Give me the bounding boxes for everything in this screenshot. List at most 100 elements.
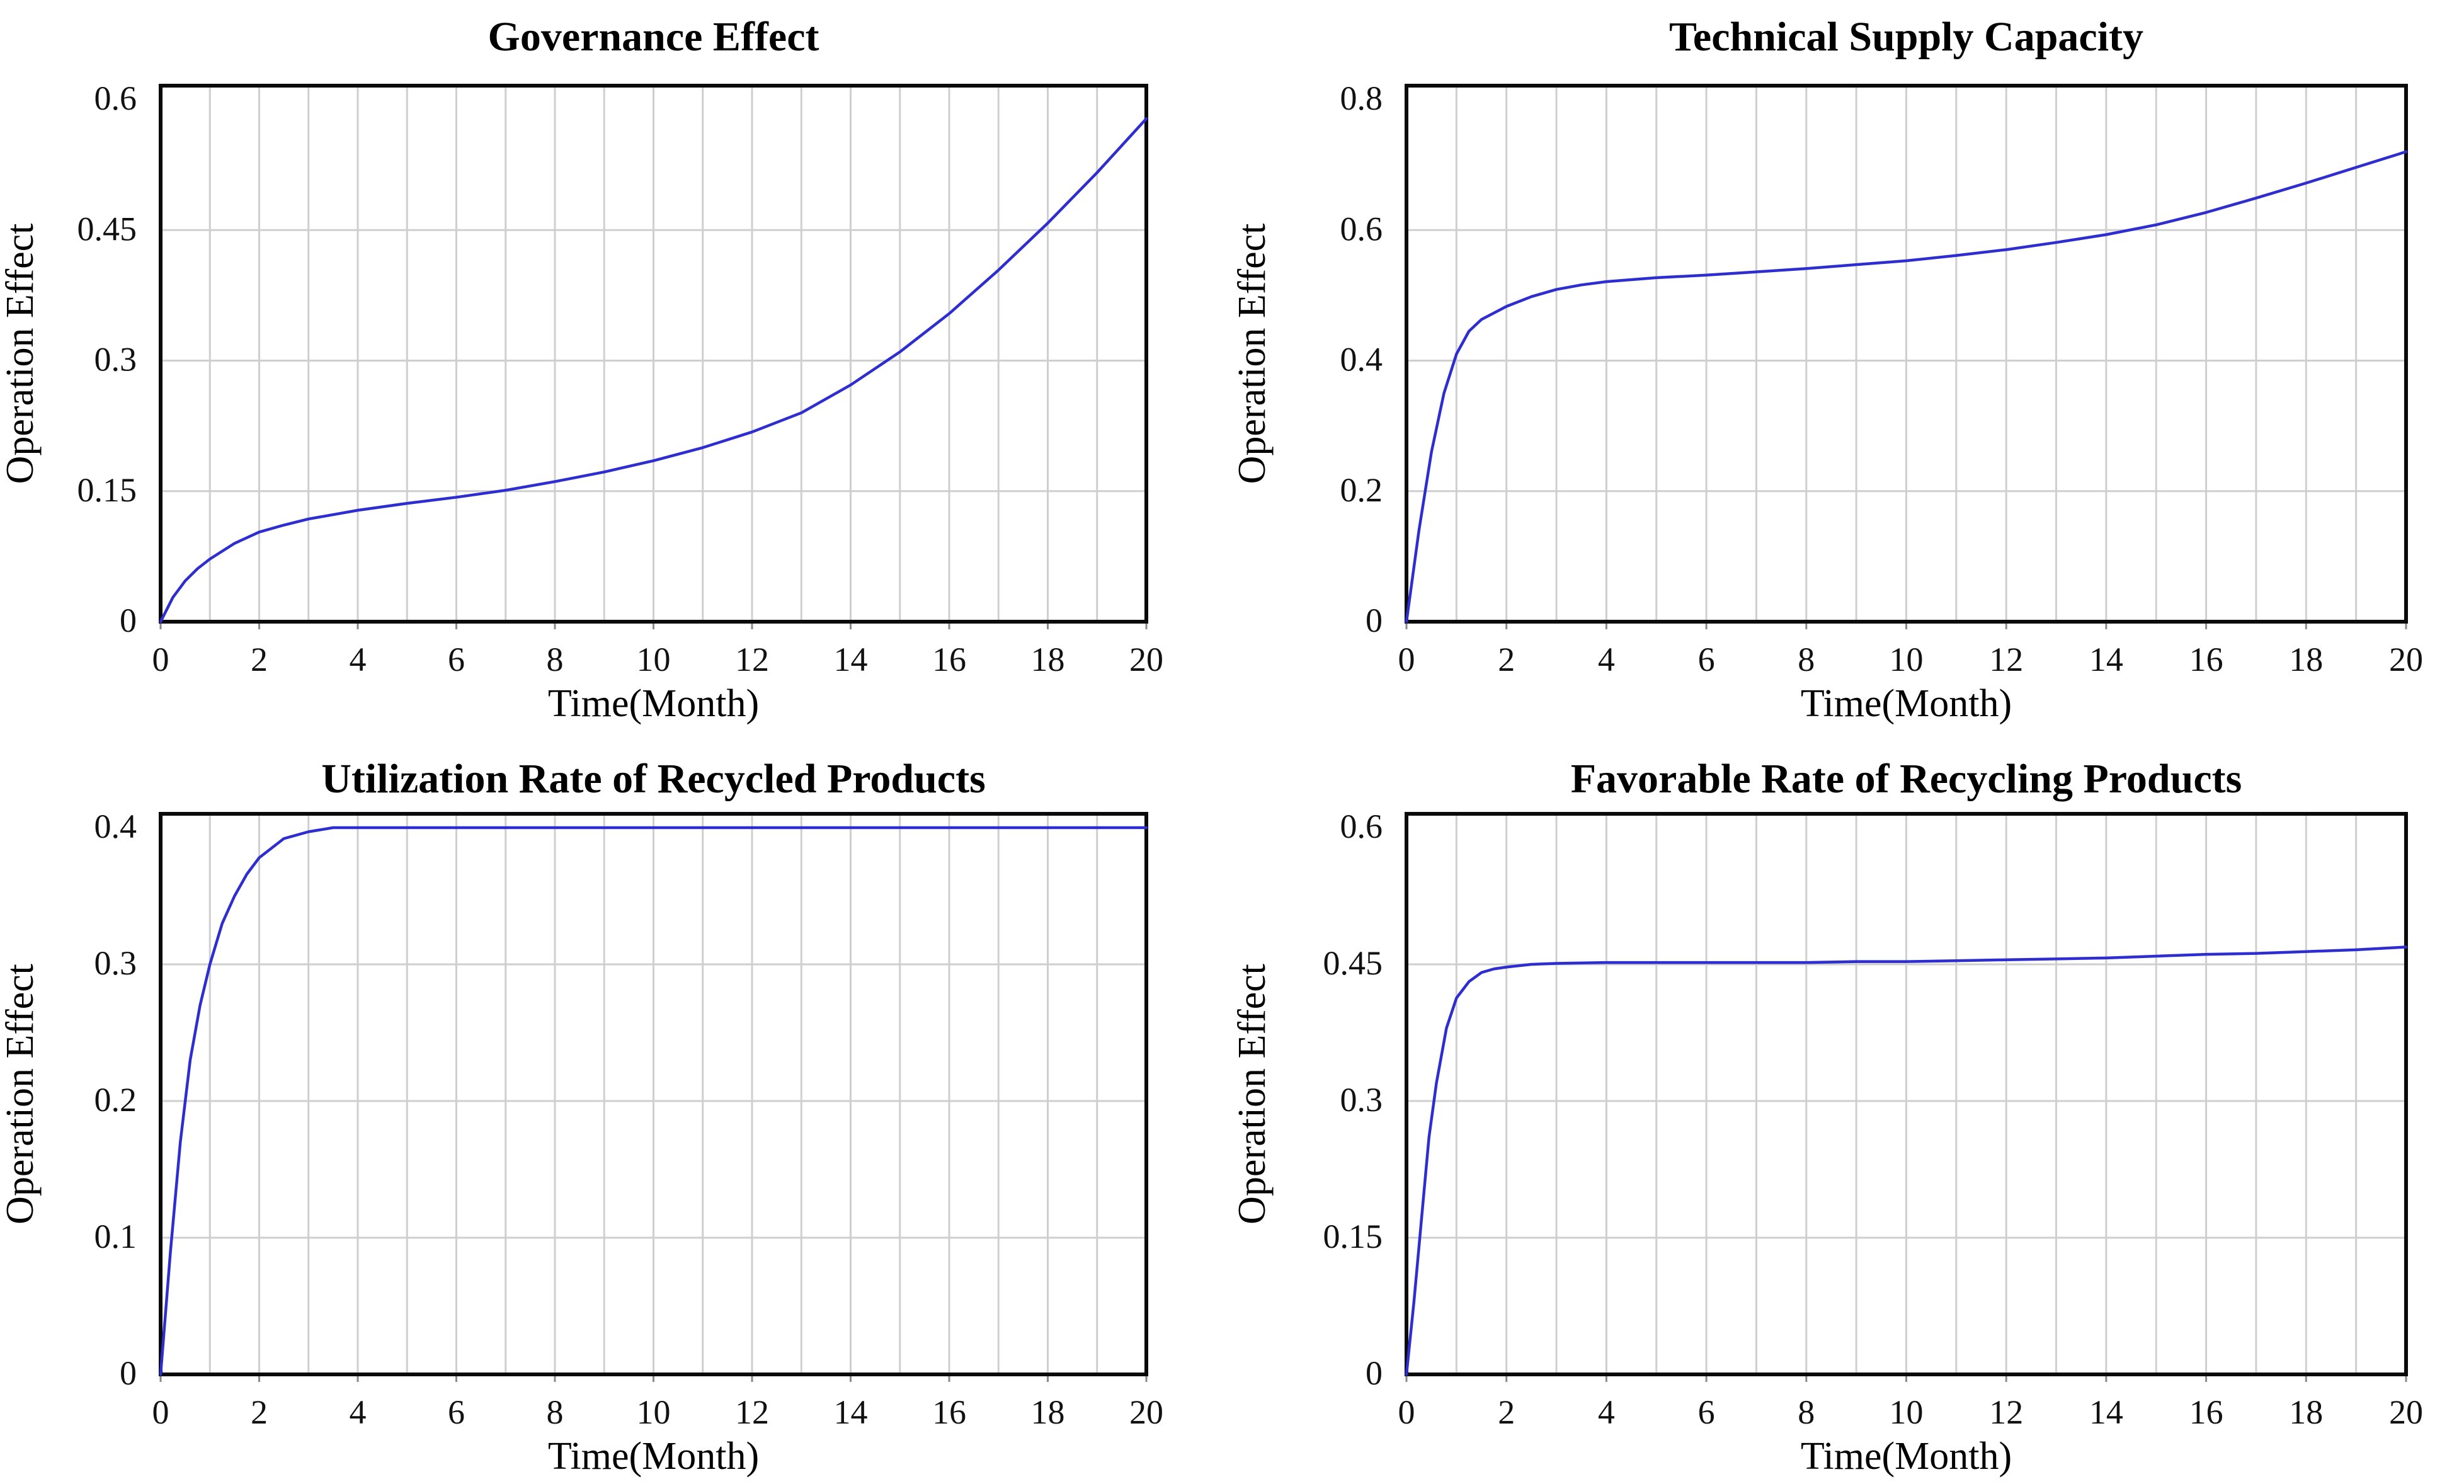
svg-text:6: 6	[1698, 641, 1715, 678]
svg-text:0: 0	[152, 1393, 169, 1431]
svg-text:0.1: 0.1	[94, 1218, 137, 1255]
svg-text:0: 0	[1398, 641, 1415, 678]
svg-text:10: 10	[637, 1393, 671, 1431]
svg-text:4: 4	[350, 641, 367, 678]
svg-text:0: 0	[152, 641, 169, 678]
svg-text:10: 10	[1890, 641, 1924, 678]
svg-text:0.2: 0.2	[1340, 471, 1383, 509]
svg-text:0: 0	[1366, 1354, 1383, 1392]
svg-text:0.6: 0.6	[1340, 808, 1383, 845]
svg-text:20: 20	[2389, 641, 2423, 678]
svg-text:0.15: 0.15	[1323, 1218, 1383, 1255]
x-axis-label: Time(Month)	[1801, 1435, 2012, 1478]
svg-text:0: 0	[120, 1354, 137, 1392]
svg-text:0.45: 0.45	[1323, 944, 1383, 982]
gridlines	[1406, 86, 2406, 622]
plot-frame	[159, 84, 1148, 624]
svg-text:16: 16	[2189, 641, 2223, 678]
chart-title: Governance Effect	[488, 14, 819, 60]
svg-text:2: 2	[1498, 641, 1515, 678]
svg-text:4: 4	[1598, 1393, 1615, 1431]
governance-effect-chart: 0 2 4 6 8 10 12 14 16 18 20 0 0.15 0.3 0.45 0.6 Govern…	[0, 14, 1164, 725]
svg-text:10: 10	[1890, 1393, 1924, 1431]
svg-text:0.2: 0.2	[94, 1081, 137, 1119]
svg-text:20: 20	[1129, 1393, 1163, 1431]
svg-text:12: 12	[1989, 641, 2023, 678]
y-axis-label: Operation Effect	[0, 224, 42, 484]
svg-text:0.6: 0.6	[1340, 210, 1383, 248]
svg-text:0.8: 0.8	[1340, 79, 1383, 117]
y-axis-label: Operation Effect	[1232, 224, 1274, 484]
svg-text:12: 12	[1989, 1393, 2023, 1431]
gridlines	[161, 814, 1146, 1374]
x-tick-labels: 0 2 4 6 8 10 12 14 16 18 20	[152, 641, 1164, 678]
x-axis-label: Time(Month)	[548, 682, 759, 725]
chart-panel-utilization-rate-of-recycled-products: 0 2 4 6 8 10 12 14 16 18 20 0 0.1 0.2 0.3 0.4 Utilizat…	[0, 742, 1232, 1484]
series-line	[1405, 150, 2408, 624]
svg-text:4: 4	[1598, 641, 1615, 678]
y-tick-labels: 0 0.1 0.2 0.3 0.4	[94, 808, 137, 1392]
svg-text:12: 12	[735, 1393, 769, 1431]
svg-text:12: 12	[735, 641, 769, 678]
svg-text:18: 18	[1031, 641, 1065, 678]
svg-text:2: 2	[1498, 1393, 1515, 1431]
x-axis-label: Time(Month)	[548, 1435, 759, 1478]
chart-panel-governance-effect: 0 2 4 6 8 10 12 14 16 18 20 0 0.15 0.3 0.45 0.6 Govern…	[0, 0, 1232, 742]
x-tick-labels: 0 2 4 6 8 10 12 14 16 18 20	[1398, 1393, 2424, 1431]
svg-text:14: 14	[834, 1393, 868, 1431]
series-line	[1405, 945, 2408, 1376]
svg-text:8: 8	[1798, 1393, 1815, 1431]
svg-text:0.3: 0.3	[94, 944, 137, 982]
x-tick-labels: 0 2 4 6 8 10 12 14 16 18 20	[1398, 641, 2424, 678]
svg-text:16: 16	[2189, 1393, 2223, 1431]
svg-text:0.4: 0.4	[1340, 341, 1383, 379]
svg-text:8: 8	[1798, 641, 1815, 678]
utilization-rate-chart: 0 2 4 6 8 10 12 14 16 18 20 0 0.1 0.2 0.3 0.4 Utilizat…	[0, 756, 1164, 1478]
svg-text:14: 14	[2089, 641, 2123, 678]
svg-text:10: 10	[637, 641, 671, 678]
svg-text:8: 8	[547, 1393, 564, 1431]
svg-text:0.15: 0.15	[77, 471, 137, 509]
favorable-rate-chart: 0 2 4 6 8 10 12 14 16 18 20 0 0.15 0.3 0.45 0.6 Favora…	[1232, 756, 2424, 1478]
svg-text:0.3: 0.3	[94, 341, 137, 379]
svg-text:6: 6	[448, 641, 465, 678]
svg-text:6: 6	[448, 1393, 465, 1431]
chart-title: Technical Supply Capacity	[1669, 14, 2143, 60]
svg-text:8: 8	[547, 641, 564, 678]
series-line	[159, 826, 1148, 1376]
svg-text:16: 16	[932, 641, 966, 678]
svg-text:14: 14	[2089, 1393, 2123, 1431]
svg-text:0.3: 0.3	[1340, 1081, 1383, 1119]
series-line	[159, 117, 1148, 624]
svg-text:0.4: 0.4	[94, 808, 137, 845]
svg-text:0: 0	[1366, 602, 1383, 639]
gridlines	[161, 86, 1146, 622]
svg-text:18: 18	[2289, 641, 2323, 678]
plot-frame	[1405, 812, 2408, 1376]
svg-text:4: 4	[350, 1393, 367, 1431]
y-axis-label: Operation Effect	[1232, 964, 1274, 1224]
technical-supply-capacity-chart: 0 2 4 6 8 10 12 14 16 18 20 0 0.2 0.4 0.6 0.8 Technica…	[1232, 14, 2424, 725]
x-axis-label: Time(Month)	[1801, 682, 2012, 725]
plot-frame	[1405, 84, 2408, 624]
plot-frame	[159, 812, 1148, 1376]
gridlines	[1406, 814, 2406, 1374]
svg-text:20: 20	[2389, 1393, 2423, 1431]
svg-text:0: 0	[120, 602, 137, 639]
svg-text:18: 18	[2289, 1393, 2323, 1431]
svg-text:20: 20	[1129, 641, 1163, 678]
y-tick-labels: 0 0.15 0.3 0.45 0.6	[77, 79, 137, 639]
svg-text:18: 18	[1031, 1393, 1065, 1431]
svg-text:0.6: 0.6	[94, 79, 137, 117]
chart-panel-technical-supply-capacity: 0 2 4 6 8 10 12 14 16 18 20 0 0.2 0.4 0.6 0.8 Technica…	[1232, 0, 2464, 742]
svg-text:0: 0	[1398, 1393, 1415, 1431]
y-tick-labels: 0 0.15 0.3 0.45 0.6	[1323, 808, 1383, 1392]
svg-text:0.45: 0.45	[77, 210, 137, 248]
y-axis-label: Operation Effect	[0, 964, 42, 1224]
svg-text:16: 16	[932, 1393, 966, 1431]
svg-text:2: 2	[251, 641, 268, 678]
svg-text:6: 6	[1698, 1393, 1715, 1431]
svg-text:2: 2	[251, 1393, 268, 1431]
x-tick-labels: 0 2 4 6 8 10 12 14 16 18 20	[152, 1393, 1164, 1431]
